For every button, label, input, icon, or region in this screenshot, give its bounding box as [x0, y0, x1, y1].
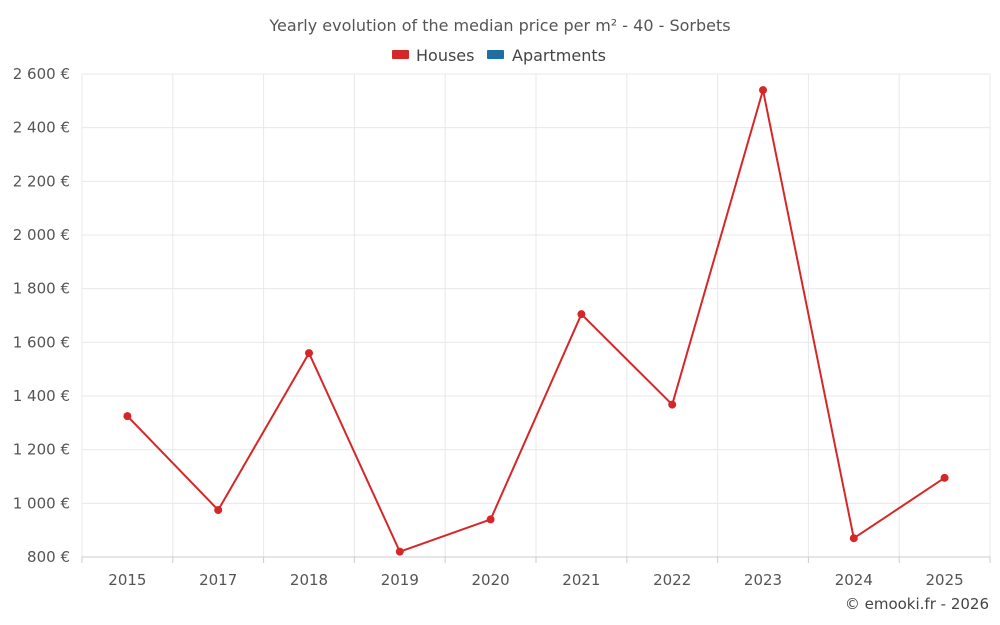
legend-swatch-houses — [392, 50, 409, 59]
x-axis-ticks: 2015 2017 2018 2019 2020 2021 2022 2023 2024 2025 — [81, 557, 991, 589]
y-tick-label: 1 000 € — [13, 494, 70, 512]
x-tick-label: 2020 — [472, 571, 510, 589]
legend-item-apartments[interactable]: Apartments — [487, 46, 606, 65]
x-tick-label: 2017 — [199, 571, 237, 589]
data-point-houses-2018[interactable] — [305, 349, 313, 358]
y-tick-label: 2 600 € — [13, 65, 70, 83]
data-point-houses-2022[interactable] — [668, 400, 677, 409]
credit-text: © emooki.fr - 2026 — [845, 595, 989, 613]
legend-item-houses[interactable]: Houses — [392, 46, 474, 65]
x-tick-label: 2019 — [381, 571, 419, 589]
x-tick-label: 2023 — [744, 571, 782, 589]
chart-title: Yearly evolution of the median price per… — [268, 16, 730, 35]
legend-label-houses: Houses — [416, 46, 474, 65]
y-tick-label: 1 400 € — [13, 387, 70, 405]
legend-label-apartments: Apartments — [512, 46, 606, 65]
y-tick-label: 2 000 € — [13, 226, 70, 244]
y-tick-label: 1 600 € — [13, 333, 70, 351]
y-tick-label: 2 400 € — [13, 119, 70, 137]
grid — [81, 73, 991, 557]
data-point-houses-2025[interactable] — [940, 473, 949, 482]
x-tick-label: 2018 — [290, 571, 328, 589]
y-tick-label: 800 € — [27, 548, 70, 566]
y-tick-label: 2 200 € — [13, 172, 70, 190]
legend: Houses Apartments — [392, 46, 606, 65]
data-point-houses-2021[interactable] — [577, 310, 586, 319]
series-line-houses — [126, 89, 946, 553]
x-tick-label: 2015 — [108, 571, 146, 589]
x-tick-label: 2022 — [653, 571, 691, 589]
series-houses — [123, 86, 949, 556]
y-tick-label: 1 200 € — [13, 441, 70, 459]
data-point-houses-2024[interactable] — [849, 534, 858, 543]
data-point-houses-2023[interactable] — [759, 86, 767, 95]
x-tick-label: 2021 — [562, 571, 600, 589]
data-point-houses-2019[interactable] — [395, 547, 404, 556]
data-point-houses-2020[interactable] — [486, 515, 495, 524]
x-tick-label: 2025 — [926, 571, 964, 589]
data-point-houses-2015[interactable] — [123, 412, 132, 421]
x-tick-label: 2024 — [835, 571, 873, 589]
y-axis-ticks: 800 € 1 000 € 1 200 € 1 400 € 1 600 € 1 800 €… — [13, 65, 70, 566]
legend-swatch-apartments — [487, 50, 504, 59]
data-point-houses-2017[interactable] — [214, 506, 223, 515]
y-tick-label: 1 800 € — [13, 280, 70, 298]
